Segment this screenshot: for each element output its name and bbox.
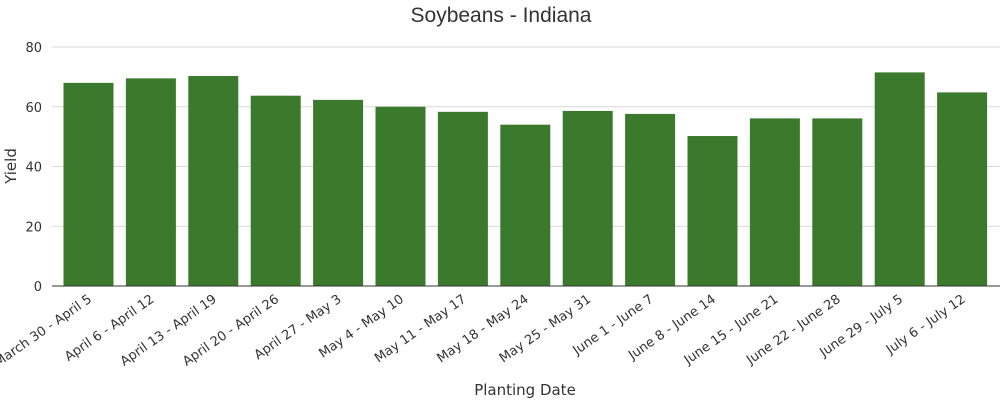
bar xyxy=(63,82,114,286)
chart-title: Soybeans - Indiana xyxy=(411,4,592,27)
y-tick-label: 60 xyxy=(25,101,42,116)
bar xyxy=(937,92,988,286)
bar xyxy=(625,113,676,286)
y-tick-label: 20 xyxy=(25,220,42,235)
bar xyxy=(125,78,176,287)
bar xyxy=(687,136,738,286)
y-tick-label: 0 xyxy=(34,280,42,295)
bar xyxy=(500,124,551,286)
x-tick-label: March 30 - April 5 xyxy=(0,292,95,370)
y-axis-label: Yield xyxy=(2,148,20,185)
y-tick-label: 80 xyxy=(25,41,42,56)
bar xyxy=(188,75,239,286)
bar xyxy=(250,95,301,286)
bar xyxy=(874,72,925,286)
bar xyxy=(313,99,364,286)
bar xyxy=(812,118,863,287)
bar xyxy=(562,110,613,287)
bar xyxy=(375,106,426,286)
bar xyxy=(437,111,488,286)
x-axis-label: Planting Date xyxy=(474,381,576,399)
y-tick-label: 40 xyxy=(25,161,42,176)
bar xyxy=(749,118,800,287)
